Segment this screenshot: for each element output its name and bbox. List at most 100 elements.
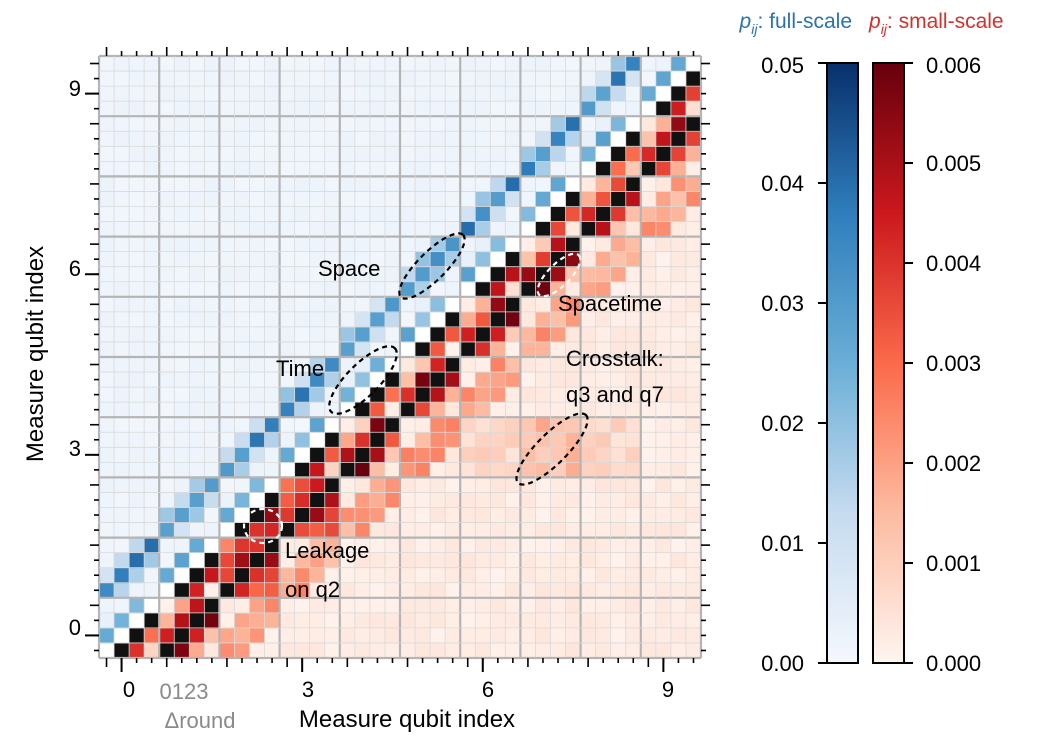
heatmap-cell — [189, 86, 205, 102]
heatmap-cell — [129, 281, 145, 298]
heatmap-cell — [339, 281, 356, 298]
heatmap-cell — [475, 251, 491, 268]
heatmap-cell — [415, 266, 431, 283]
heatmap-cell — [685, 642, 702, 659]
heatmap-cell — [264, 507, 280, 523]
heatmap-cell — [369, 281, 386, 298]
heatmap-cell — [535, 131, 551, 147]
round-sub-ticks-label: 0123 — [160, 679, 209, 704]
heatmap-cell — [550, 101, 566, 117]
heatmap-cell — [129, 552, 145, 569]
heatmap-cell — [415, 432, 431, 448]
heatmap-cell — [505, 417, 521, 433]
heatmap-cell — [565, 281, 581, 298]
heatmap-cell — [114, 86, 130, 102]
heatmap-cell — [625, 447, 642, 463]
heatmap-cell — [580, 191, 597, 207]
heatmap-cell — [670, 161, 687, 177]
heatmap-cell — [520, 387, 536, 403]
heatmap-cell — [685, 462, 702, 478]
heatmap-cell — [565, 447, 581, 463]
heatmap-cell — [565, 642, 581, 659]
heatmap-cell — [610, 161, 627, 177]
heatmap-cell — [279, 86, 296, 102]
x-tick-label-9: 9 — [662, 677, 674, 702]
heatmap-cell — [535, 492, 551, 508]
heatmap-cell — [294, 56, 311, 72]
heatmap-cell — [339, 507, 356, 523]
heatmap-cell — [294, 221, 311, 237]
cb-red-label-1: 0.001 — [926, 551, 981, 576]
heatmap-cell — [415, 176, 431, 192]
heatmap-cell — [204, 627, 220, 644]
heatmap-cell — [400, 191, 416, 207]
heatmap-cell — [204, 552, 220, 569]
heatmap-cell — [535, 206, 551, 222]
heatmap-cell — [384, 357, 401, 373]
heatmap-cell — [670, 417, 687, 433]
heatmap-cell — [354, 56, 371, 72]
heatmap-cell — [144, 357, 160, 373]
heatmap-cell — [640, 432, 657, 448]
heatmap-cell — [279, 612, 296, 629]
heatmap-cell — [670, 567, 687, 584]
annotation-leakage-line1: Leakage — [285, 538, 369, 563]
heatmap-cell — [189, 296, 205, 313]
heatmap-cell — [670, 357, 687, 373]
heatmap-cell — [309, 447, 326, 463]
heatmap-cell — [550, 477, 566, 493]
heatmap-cell — [234, 597, 250, 614]
heatmap-cell — [460, 402, 476, 418]
heatmap-cell — [159, 552, 175, 569]
heatmap-cell — [475, 492, 491, 508]
heatmap-cell — [114, 101, 130, 117]
heatmap-cell — [505, 311, 521, 328]
heatmap-cell — [505, 131, 521, 147]
heatmap-cell — [430, 552, 446, 569]
heatmap-cell — [460, 627, 476, 644]
heatmap-cell — [595, 552, 612, 569]
heatmap-cell — [279, 251, 296, 268]
heatmap-cell — [354, 642, 371, 659]
heatmap-cell — [670, 492, 687, 508]
heatmap-cell — [580, 462, 597, 478]
heatmap-cell — [354, 432, 371, 448]
heatmap-cell — [460, 251, 476, 268]
heatmap-cell — [339, 161, 356, 177]
heatmap-cell — [249, 341, 265, 358]
heatmap-cell — [99, 387, 115, 403]
heatmap-cell — [294, 537, 311, 554]
heatmap-cell — [204, 341, 220, 358]
heatmap-cell — [655, 537, 672, 554]
heatmap-cell — [460, 537, 476, 554]
heatmap-cell — [475, 507, 491, 523]
heatmap-cell — [535, 116, 551, 132]
heatmap-cell — [114, 522, 130, 538]
heatmap-cell — [655, 191, 672, 207]
heatmap-cell — [324, 176, 341, 192]
heatmap-cell — [129, 417, 145, 433]
colorbar-small-scale-ticks — [904, 62, 913, 664]
heatmap-cell — [204, 417, 220, 433]
heatmap-cell — [324, 251, 341, 268]
heatmap-cell — [415, 311, 431, 328]
heatmap-cell — [550, 432, 566, 448]
heatmap-cell — [670, 296, 687, 313]
heatmap-cell — [640, 402, 657, 418]
heatmap-cell — [324, 477, 341, 493]
heatmap-cell — [129, 567, 145, 584]
heatmap-cell — [610, 477, 627, 493]
heatmap-cell — [610, 236, 627, 253]
heatmap-cell — [505, 101, 521, 117]
heatmap-cell — [369, 537, 386, 554]
heatmap-cell — [490, 71, 506, 87]
heatmap-cell — [114, 492, 130, 508]
heatmap-cell — [99, 462, 115, 478]
heatmap-cell — [294, 477, 311, 493]
heatmap-cell — [204, 311, 220, 328]
heatmap-cell — [354, 146, 371, 162]
heatmap-cell — [354, 567, 371, 584]
heatmap-cell — [520, 402, 536, 418]
correlation-heatmap — [99, 56, 702, 659]
heatmap-cell — [685, 281, 702, 298]
